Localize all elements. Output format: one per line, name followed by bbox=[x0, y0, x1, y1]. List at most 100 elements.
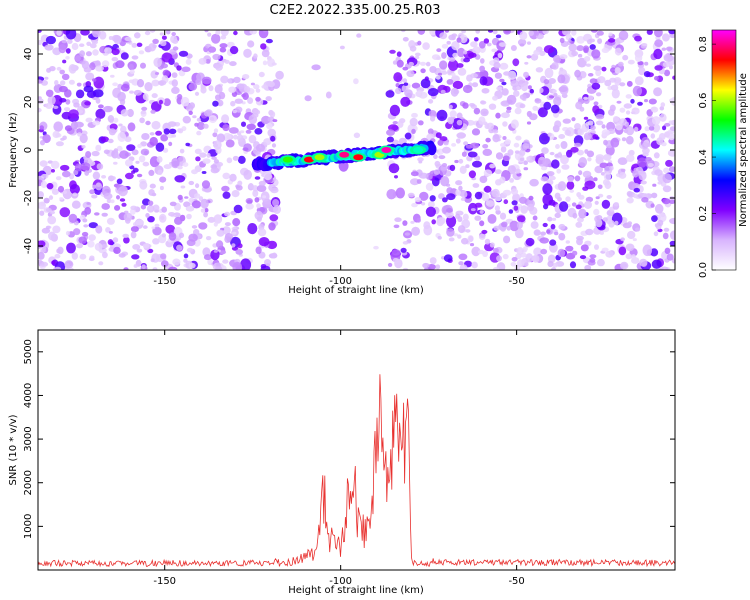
noise-speckle bbox=[220, 75, 229, 84]
noise-speckle bbox=[441, 163, 448, 167]
noise-speckle bbox=[136, 79, 145, 88]
noise-speckle bbox=[158, 213, 167, 223]
noise-speckle bbox=[605, 145, 615, 156]
noise-speckle bbox=[527, 41, 531, 45]
noise-speckle bbox=[76, 243, 83, 249]
noise-speckle bbox=[86, 41, 92, 46]
noise-speckle bbox=[618, 246, 627, 256]
noise-speckle bbox=[255, 246, 262, 255]
noise-speckle bbox=[468, 52, 477, 58]
noise-speckle bbox=[38, 201, 46, 210]
noise-speckle bbox=[512, 173, 518, 179]
noise-speckle bbox=[601, 129, 610, 137]
noise-speckle bbox=[472, 183, 480, 188]
noise-speckle bbox=[152, 267, 158, 270]
noise-speckle bbox=[480, 100, 487, 105]
noise-speckle bbox=[584, 264, 592, 270]
spectrogram-panel: -150 -100 -50 -40 -20 0 20 40 Height of straig… bbox=[8, 29, 676, 296]
noise-speckle bbox=[462, 213, 469, 221]
noise-speckle bbox=[101, 212, 108, 217]
noise-speckle bbox=[591, 82, 601, 90]
noise-speckle bbox=[41, 246, 47, 251]
noise-speckle bbox=[400, 247, 407, 253]
noise-speckle bbox=[514, 107, 522, 115]
noise-speckle bbox=[149, 183, 156, 189]
noise-speckle bbox=[547, 132, 552, 137]
noise-speckle bbox=[262, 30, 268, 33]
noise-speckle bbox=[182, 162, 189, 168]
noise-speckle bbox=[549, 239, 557, 246]
noise-speckle bbox=[448, 34, 456, 41]
noise-speckle bbox=[252, 189, 259, 197]
noise-speckle bbox=[263, 172, 273, 181]
noise-speckle bbox=[199, 152, 207, 158]
noise-speckle bbox=[172, 258, 181, 266]
noise-speckle bbox=[433, 154, 438, 160]
noise-speckle bbox=[151, 120, 161, 130]
noise-speckle bbox=[634, 35, 642, 42]
noise-speckle bbox=[246, 123, 256, 130]
noise-speckle bbox=[418, 160, 423, 164]
noise-speckle bbox=[461, 30, 466, 34]
noise-speckle bbox=[356, 33, 362, 38]
noise-speckle bbox=[542, 193, 553, 206]
noise-speckle bbox=[651, 106, 659, 113]
noise-speckle bbox=[589, 78, 598, 84]
noise-speckle bbox=[44, 44, 54, 51]
noise-speckle bbox=[253, 53, 258, 59]
noise-speckle bbox=[386, 136, 394, 143]
noise-speckle bbox=[616, 100, 622, 104]
noise-speckle bbox=[625, 135, 634, 145]
noise-speckle bbox=[248, 135, 257, 144]
noise-speckle bbox=[622, 54, 629, 61]
noise-speckle bbox=[593, 101, 599, 106]
noise-speckle bbox=[608, 38, 616, 43]
noise-speckle bbox=[436, 56, 441, 60]
noise-speckle bbox=[542, 30, 549, 35]
noise-speckle bbox=[222, 172, 231, 180]
noise-speckle bbox=[539, 133, 550, 145]
noise-speckle bbox=[443, 141, 449, 146]
noise-speckle bbox=[407, 192, 415, 198]
noise-speckle bbox=[657, 228, 663, 233]
noise-speckle bbox=[203, 123, 209, 129]
noise-speckle bbox=[201, 208, 206, 213]
noise-speckle bbox=[108, 36, 113, 40]
noise-speckle bbox=[47, 215, 57, 225]
colorbar-label: Normalized spectral amplitude bbox=[738, 73, 749, 227]
noise-speckle bbox=[142, 93, 149, 101]
noise-speckle bbox=[250, 82, 255, 86]
noise-speckle bbox=[500, 146, 507, 153]
noise-speckle bbox=[499, 78, 505, 83]
noise-speckle bbox=[645, 157, 652, 162]
noise-speckle bbox=[203, 110, 212, 117]
noise-speckle bbox=[502, 121, 508, 127]
noise-speckle bbox=[509, 178, 514, 183]
noise-speckle bbox=[258, 30, 269, 39]
noise-speckle bbox=[499, 212, 507, 220]
noise-speckle bbox=[59, 69, 65, 75]
noise-speckle bbox=[140, 204, 146, 210]
noise-speckle bbox=[131, 149, 139, 156]
noise-speckle bbox=[596, 258, 605, 267]
noise-speckle bbox=[122, 233, 129, 238]
noise-speckle bbox=[152, 38, 159, 45]
noise-speckle bbox=[271, 143, 277, 148]
noise-speckle bbox=[168, 266, 178, 270]
noise-speckle bbox=[612, 116, 620, 122]
noise-speckle bbox=[223, 132, 232, 142]
noise-speckle bbox=[194, 91, 200, 96]
noise-speckle bbox=[496, 86, 503, 91]
noise-speckle bbox=[594, 200, 599, 205]
noise-speckle bbox=[662, 125, 667, 131]
noise-speckle bbox=[80, 162, 91, 171]
noise-speckle bbox=[593, 208, 600, 216]
noise-speckle bbox=[651, 192, 658, 199]
noise-speckle bbox=[451, 72, 456, 77]
noise-speckle bbox=[429, 257, 437, 265]
noise-speckle bbox=[222, 226, 231, 235]
noise-speckle bbox=[625, 243, 635, 252]
noise-speckle bbox=[219, 250, 227, 255]
noise-speckle bbox=[40, 140, 45, 146]
noise-speckle bbox=[92, 78, 97, 82]
